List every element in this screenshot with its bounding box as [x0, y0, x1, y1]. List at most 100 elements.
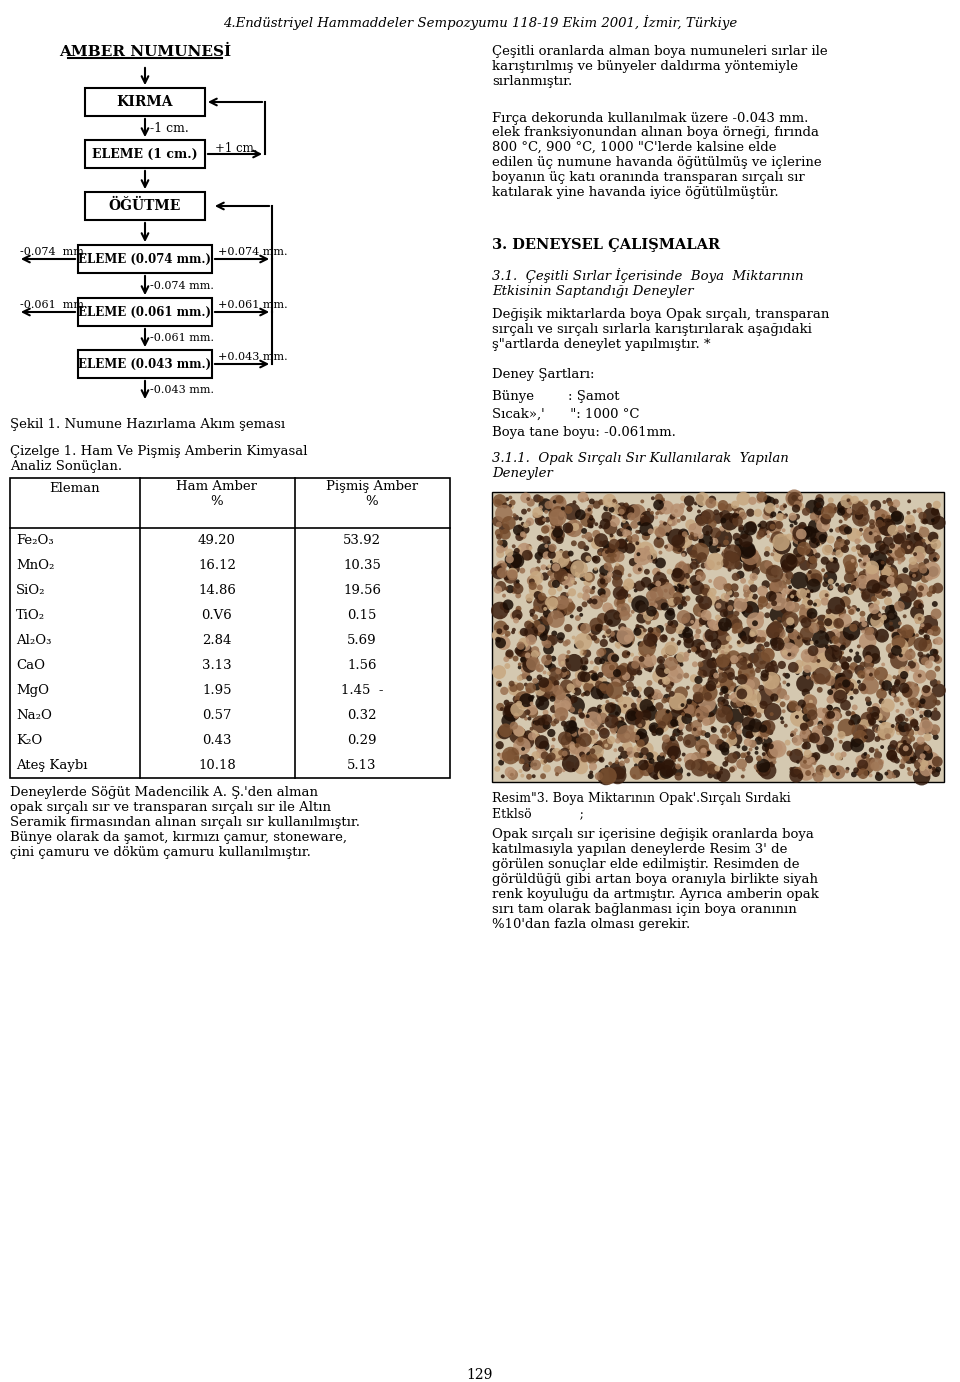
- Point: [506, 714, 521, 737]
- Point: [544, 688, 560, 710]
- Point: [507, 580, 522, 603]
- Point: [633, 714, 648, 737]
- Point: [554, 698, 569, 720]
- Point: [799, 662, 814, 684]
- Point: [659, 614, 674, 636]
- Point: [884, 571, 900, 593]
- Point: [868, 521, 883, 543]
- Point: [855, 513, 871, 535]
- Point: [550, 679, 565, 701]
- Point: [899, 730, 914, 752]
- Point: [797, 750, 812, 773]
- Point: [726, 509, 741, 531]
- Point: [554, 556, 569, 578]
- Point: [806, 752, 822, 774]
- Point: [895, 578, 910, 600]
- Point: [670, 756, 685, 778]
- Point: [516, 500, 532, 522]
- Point: [568, 695, 584, 717]
- Point: [633, 744, 648, 766]
- Point: [518, 673, 534, 695]
- Point: [924, 648, 939, 670]
- Point: [666, 662, 682, 684]
- Point: [507, 717, 522, 739]
- Point: [727, 576, 742, 598]
- Point: [740, 557, 756, 579]
- Point: [915, 757, 930, 779]
- Point: [745, 699, 760, 721]
- Point: [854, 502, 870, 524]
- Point: [852, 760, 867, 782]
- Point: [674, 568, 689, 590]
- Point: [791, 658, 806, 680]
- Point: [628, 755, 643, 777]
- Point: [818, 509, 833, 531]
- Point: [561, 569, 576, 591]
- Point: [787, 629, 803, 651]
- Point: [668, 527, 684, 549]
- Point: [785, 506, 801, 528]
- Point: [623, 679, 638, 701]
- Point: [766, 576, 781, 598]
- Point: [557, 727, 572, 749]
- Point: [920, 618, 935, 640]
- Point: [903, 701, 919, 723]
- Point: [633, 745, 648, 767]
- Point: [825, 556, 840, 578]
- Point: [842, 674, 857, 697]
- Point: [817, 550, 832, 572]
- Point: [894, 732, 909, 755]
- Point: [579, 651, 594, 673]
- Point: [762, 668, 778, 690]
- Point: [627, 677, 642, 699]
- Point: [562, 695, 577, 717]
- Point: [799, 622, 814, 644]
- Point: [602, 564, 617, 586]
- Point: [616, 668, 632, 690]
- Point: [617, 514, 633, 536]
- Point: [700, 521, 715, 543]
- Point: [531, 545, 546, 567]
- Point: [660, 702, 676, 724]
- Point: [690, 546, 706, 568]
- Point: [892, 717, 907, 739]
- Point: [704, 652, 719, 674]
- Point: [793, 524, 808, 546]
- Point: [602, 489, 617, 511]
- Point: [672, 655, 687, 677]
- Point: [921, 654, 936, 676]
- Text: Opak sırçalı sır içerisine değişik oranlarda boya
katılmasıyla yapılan deneylerd: Opak sırçalı sır içerisine değişik oranl…: [492, 828, 819, 931]
- Point: [546, 622, 562, 644]
- Point: [535, 622, 550, 644]
- Point: [897, 720, 912, 742]
- Point: [752, 644, 767, 666]
- Point: [862, 621, 877, 643]
- Point: [831, 597, 847, 619]
- Point: [547, 504, 563, 527]
- Point: [636, 755, 651, 777]
- Point: [830, 763, 846, 785]
- Point: [520, 644, 536, 666]
- Point: [616, 714, 632, 737]
- Point: [828, 699, 844, 721]
- Point: [860, 630, 876, 652]
- Point: [801, 761, 816, 784]
- Point: [725, 553, 740, 575]
- Point: [553, 701, 568, 723]
- Point: [695, 637, 710, 659]
- Point: [828, 641, 844, 663]
- Point: [632, 619, 647, 641]
- Point: [519, 638, 535, 661]
- Point: [516, 738, 531, 760]
- Point: [753, 637, 768, 659]
- Point: [557, 742, 572, 764]
- Point: [735, 648, 751, 670]
- Point: [734, 695, 750, 717]
- Point: [884, 745, 900, 767]
- Point: [786, 695, 802, 717]
- Point: [722, 496, 737, 518]
- Point: [545, 590, 561, 612]
- Point: [630, 706, 645, 728]
- Point: [749, 640, 764, 662]
- Point: [568, 679, 584, 701]
